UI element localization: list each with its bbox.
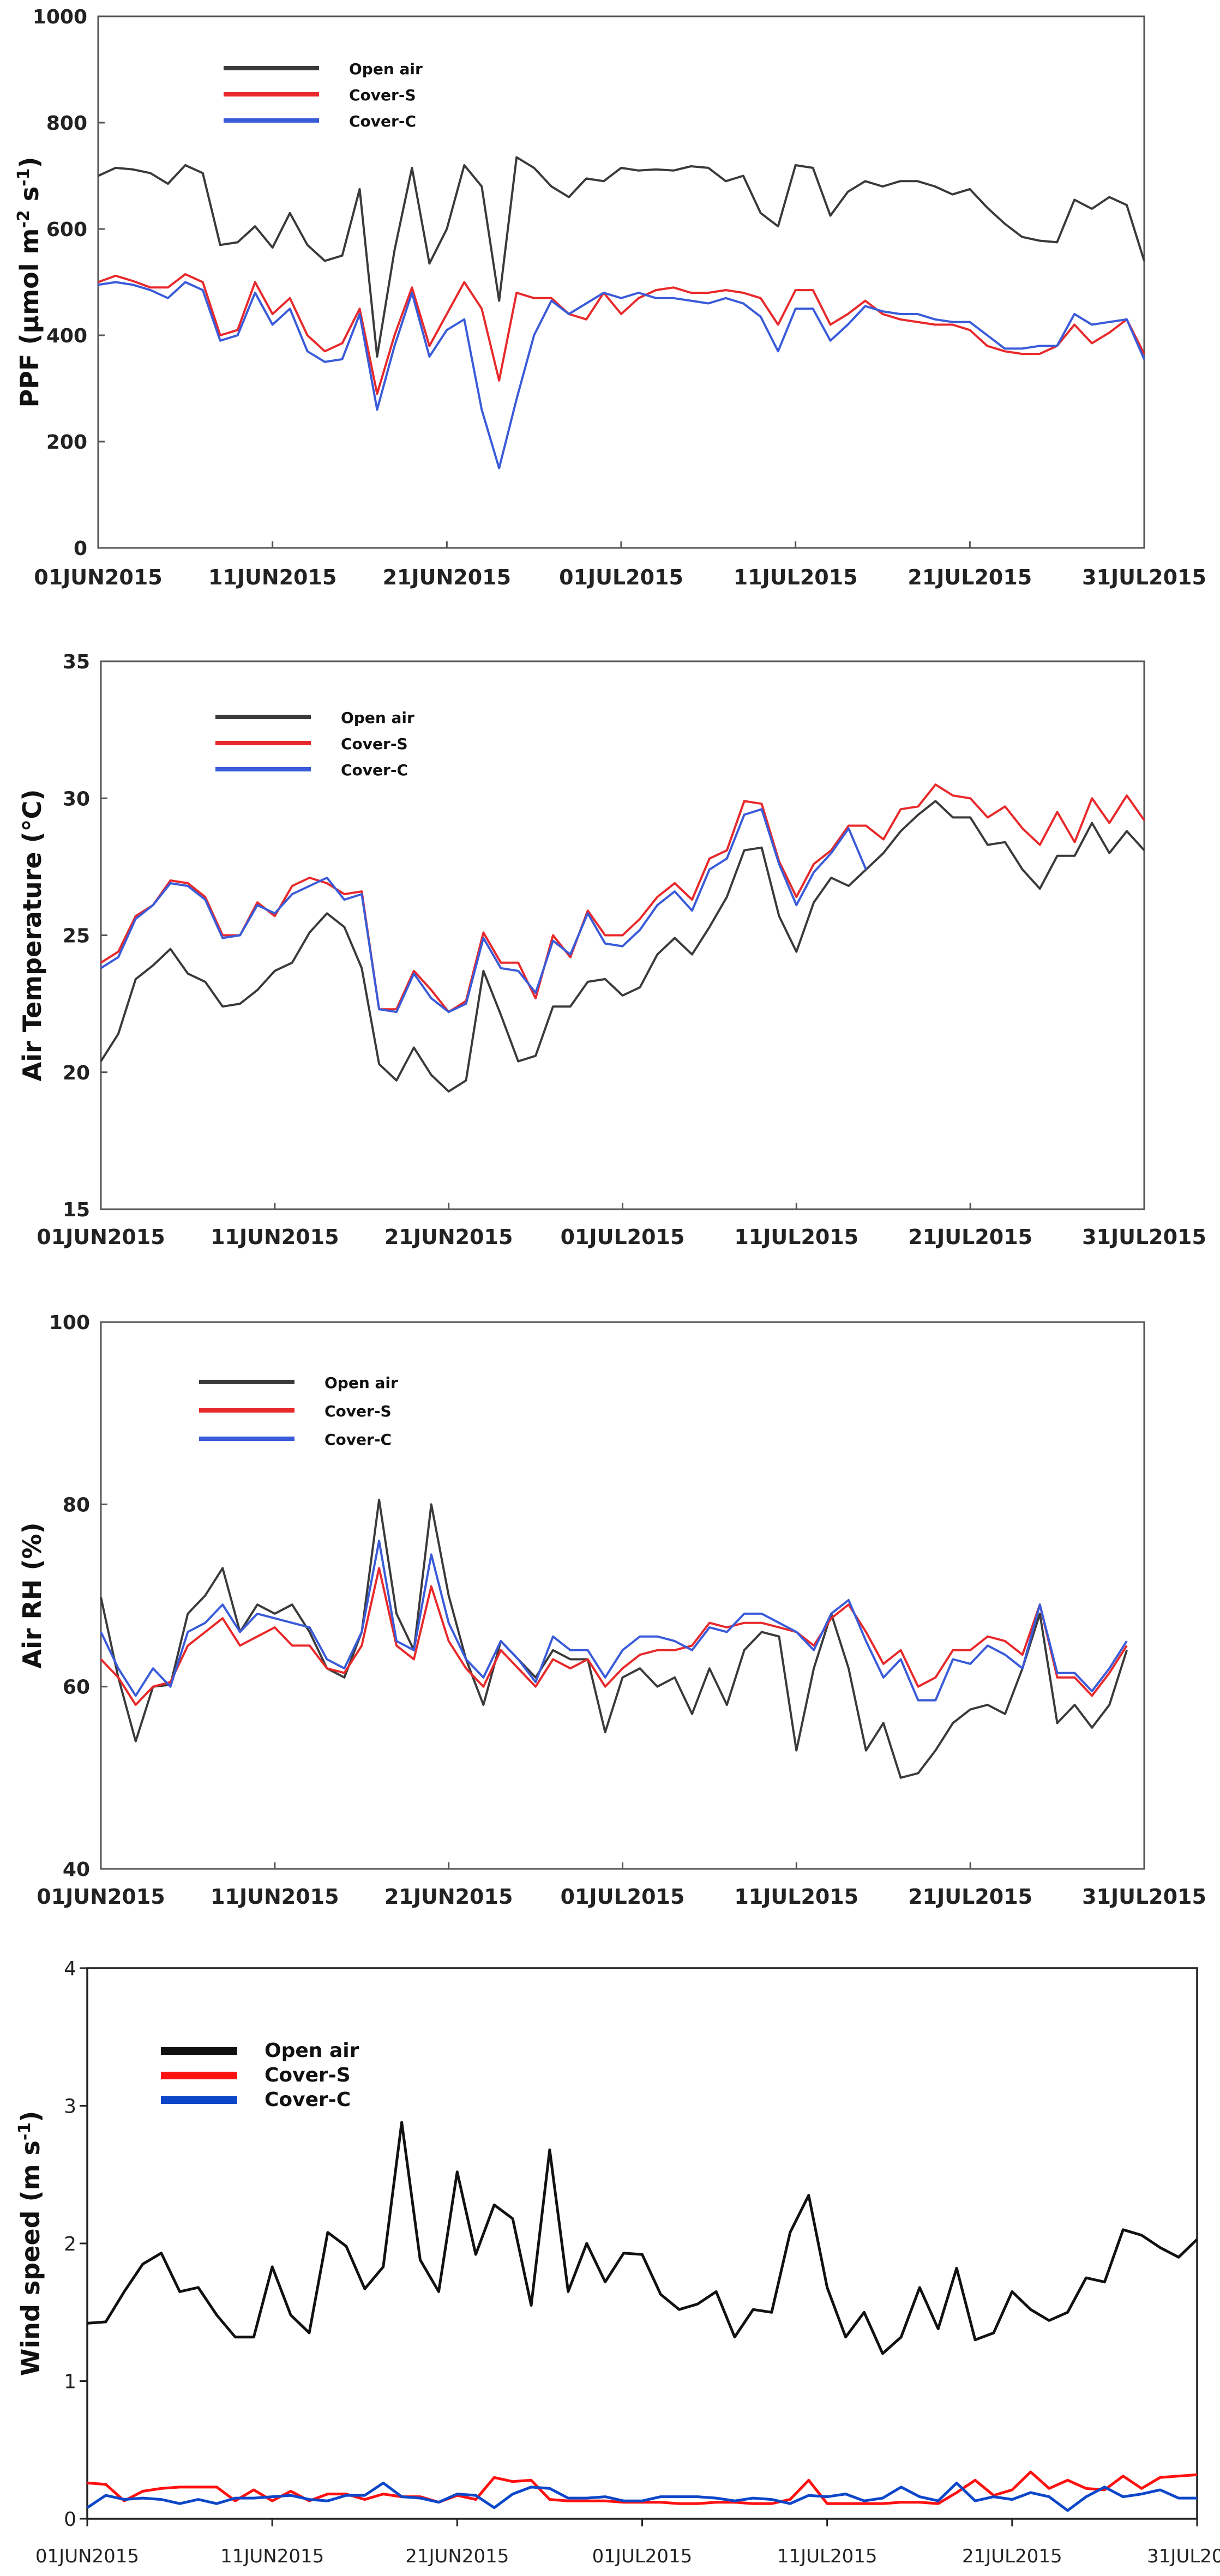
- x-tick-label: 11JUL2015: [734, 1885, 858, 1909]
- x-tick-label: 11JUL2015: [734, 1225, 858, 1249]
- plot-frame: [86, 1967, 1198, 2520]
- legend-label: Open air: [324, 1374, 398, 1392]
- legend-label: Open air: [265, 2040, 359, 2062]
- legend-label: Open air: [341, 709, 414, 727]
- y-axis-label: Air RH (%): [17, 1522, 47, 1668]
- x-tick-label: 11JUN2015: [220, 2545, 324, 2567]
- legend-label: Cover-S: [349, 86, 416, 104]
- x-tick-label: 01JUL2015: [592, 2545, 693, 2567]
- series-line-cover-c: [100, 808, 867, 1013]
- y-tick-label: 100: [49, 1312, 90, 1334]
- y-tick-label: 4: [64, 1958, 76, 1980]
- y-tick-label: 1000: [33, 6, 87, 28]
- y-tick-label: 3: [64, 2096, 76, 2118]
- y-tick-label: 1: [64, 2371, 76, 2393]
- legend-label: Cover-S: [324, 1402, 392, 1420]
- y-tick-label: 2: [64, 2233, 76, 2255]
- x-tick-label: 31JUL2015: [1082, 1225, 1206, 1249]
- legend-label: Cover-S: [265, 2064, 351, 2086]
- legend: Open air Cover-S Cover-C: [224, 60, 423, 130]
- chart-panel-2: 15 20 25 30 35 01JUN2015 11JUN2015 21JUN2015 01J…: [17, 651, 1206, 1249]
- y-tick-label: 600: [46, 219, 87, 241]
- x-tick-label: 01JUL2015: [561, 1885, 685, 1909]
- x-tick-label: 11JUL2015: [777, 2545, 878, 2567]
- y-tick-label: 800: [46, 112, 87, 135]
- x-tick-label: 01JUN2015: [37, 1225, 165, 1249]
- y-tick-label: 400: [46, 325, 87, 347]
- y-tick-label: 30: [63, 788, 90, 810]
- legend: Open air Cover-S Cover-C: [199, 1374, 398, 1449]
- x-tick-label: 21JUN2015: [384, 1225, 513, 1249]
- y-tick-label: 80: [63, 1494, 90, 1516]
- legend-label: Open air: [349, 60, 423, 78]
- x-tick-label: 11JUN2015: [211, 1225, 339, 1249]
- series-line-cover-s: [100, 1567, 1128, 1706]
- legend-label: Cover-C: [341, 761, 408, 779]
- legend-label: Cover-C: [349, 112, 416, 130]
- x-tick-label: 21JUL2015: [908, 1225, 1032, 1249]
- x-tick-label: 31JUL2015: [1147, 2545, 1220, 2567]
- x-tick-label: 01JUN2015: [34, 565, 162, 589]
- x-tick-label: 01JUL2015: [559, 565, 683, 589]
- x-tick-label: 21JUN2015: [405, 2545, 509, 2567]
- y-axis-label: Wind speed (m s-1): [15, 2111, 46, 2376]
- axis-label-part: ): [15, 156, 44, 168]
- x-tick-label: 21JUN2015: [383, 565, 511, 589]
- axis-label-part: -1: [15, 2122, 34, 2140]
- x-tick-label: 21JUN2015: [384, 1885, 513, 1909]
- y-axis-label: PPF (μmol m-2 s-1): [14, 156, 45, 407]
- x-tick-label: 21JUL2015: [962, 2545, 1062, 2567]
- x-tick-label: 31JUL2015: [1082, 565, 1206, 589]
- x-tick-label: 11JUL2015: [734, 565, 858, 589]
- y-axis-label: Air Temperature (°C): [17, 789, 47, 1082]
- series-line-cover-s: [100, 783, 1145, 1013]
- y-tick-label: 0: [74, 538, 87, 560]
- plot-frame: [97, 15, 1145, 549]
- axis-label-part: ): [16, 2111, 45, 2122]
- chart-panel-3: 40 60 80 100 01JUN2015 11JUN2015 21JUN2015 01JU…: [17, 1312, 1206, 1909]
- y-tick-label: 35: [63, 651, 90, 673]
- series-line-cover-c: [100, 1540, 1128, 1702]
- x-tick-label: 01JUL2015: [561, 1225, 685, 1249]
- x-tick-label: 01JUN2015: [37, 1885, 165, 1909]
- series-line-cover-c: [86, 2481, 1197, 2512]
- axis-label-part: PPF (: [15, 334, 44, 408]
- series-line-open-air: [98, 156, 1145, 358]
- x-tick-label: 31JUL2015: [1082, 1885, 1206, 1909]
- series-line-cover-c: [98, 281, 1145, 469]
- y-tick-label: 60: [63, 1676, 90, 1699]
- x-tick-label: 01JUN2015: [35, 2545, 139, 2567]
- axis-label-part: s: [15, 186, 44, 210]
- y-tick-label: 15: [63, 1199, 90, 1221]
- x-tick-label: 21JUL2015: [908, 1885, 1032, 1909]
- legend: Open air Cover-S Cover-C: [215, 709, 414, 779]
- y-tick-label: 40: [63, 1859, 90, 1881]
- y-tick-label: 20: [63, 1062, 90, 1084]
- chart-panel-1: 0 200 400 600 800 1000 01JUN2015 11JUN2015 21JUN…: [14, 6, 1206, 589]
- legend-label: Cover-S: [341, 735, 408, 753]
- series-line-open-air: [87, 2121, 1198, 2355]
- legend-label: Cover-C: [265, 2089, 351, 2111]
- y-tick-label: 25: [63, 925, 90, 948]
- x-tick-label: 11JUN2015: [211, 1885, 339, 1909]
- series-line-open-air: [100, 800, 1145, 1093]
- axis-label-part: -1: [14, 168, 33, 186]
- series-line-open-air: [100, 1499, 1128, 1779]
- legend-label: Cover-C: [324, 1431, 392, 1449]
- axis-label-part: -2: [14, 210, 33, 228]
- axis-label-part: μmol m: [15, 228, 44, 334]
- series-line-cover-s: [98, 273, 1145, 395]
- x-tick-label: 21JUL2015: [908, 565, 1032, 589]
- y-tick-label: 200: [46, 431, 87, 454]
- x-tick-label: 11JUN2015: [208, 565, 336, 589]
- chart-panel-4: 0 1 2 3 4 01JUN2015 11JUN2015 21JUN2015 01JUL201…: [15, 1958, 1220, 2567]
- plot-frame: [100, 1321, 1145, 1870]
- y-tick-label: 0: [64, 2508, 76, 2531]
- axis-label-part: Wind speed (m s: [16, 2140, 45, 2376]
